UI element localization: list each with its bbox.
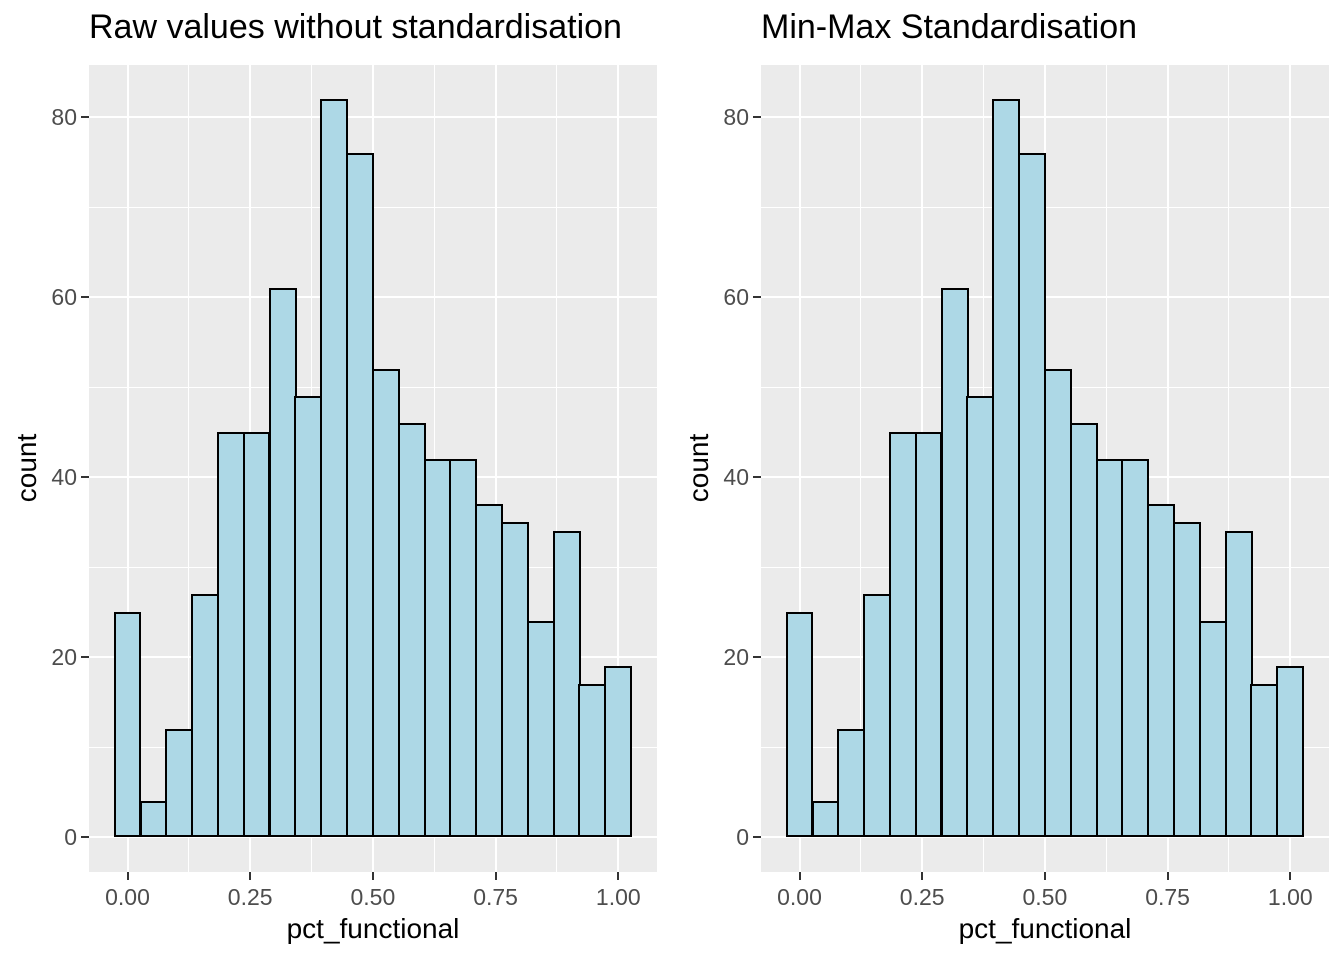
histogram-bar: [1121, 459, 1150, 837]
histogram-bar: [526, 621, 555, 837]
x-tick-label: 0.50: [1022, 884, 1068, 910]
histogram-bar: [371, 369, 400, 837]
histogram-bar: [1069, 423, 1098, 837]
histogram-bar: [475, 504, 504, 837]
y-tick-label: 60: [723, 284, 749, 310]
x-tick-mark: [617, 872, 620, 880]
histogram-bar: [191, 594, 219, 837]
histogram-bar: [811, 801, 840, 837]
gridline-x-major: [494, 65, 497, 872]
y-tick-label: 0: [736, 824, 749, 850]
y-tick-mark: [753, 476, 761, 478]
histogram-bar: [320, 99, 349, 837]
y-tick-label: 0: [64, 824, 77, 850]
y-tick-mark: [753, 116, 761, 118]
y-tick-mark: [81, 296, 89, 298]
gridline-x-minor: [556, 65, 558, 872]
y-tick-mark: [81, 836, 89, 838]
plot-title: Min-Max Standardisation: [761, 8, 1138, 46]
x-tick-label: 1.00: [1267, 884, 1313, 910]
histogram-bar: [1250, 684, 1279, 837]
histogram-bar: [423, 459, 452, 837]
histogram-bar: [500, 522, 529, 837]
histogram-bar: [604, 666, 633, 837]
histogram-bar: [940, 288, 969, 837]
histogram-bar: [165, 729, 193, 837]
y-tick-label: 40: [51, 464, 77, 490]
x-tick-label: 0.25: [899, 884, 945, 910]
histogram-bar: [785, 612, 814, 837]
x-tick-mark: [1043, 872, 1046, 880]
x-tick-mark: [798, 872, 801, 880]
histogram-bar: [1276, 666, 1305, 837]
histogram-bar: [552, 531, 581, 837]
x-tick-label: 0.25: [227, 884, 273, 910]
x-tick-label: 0.50: [350, 884, 396, 910]
histogram-bar: [578, 684, 607, 837]
x-tick-mark: [249, 872, 252, 880]
y-tick-mark: [753, 656, 761, 658]
y-tick-label: 80: [723, 104, 749, 130]
y-tick-mark: [81, 656, 89, 658]
plot-minmax-standardisation: Min-Max Standardisation count 0.00 0.25 0.…: [672, 0, 1344, 960]
x-axis-title: pct_functional: [286, 913, 460, 944]
x-tick-mark: [1289, 872, 1292, 880]
histogram-bar: [268, 288, 297, 837]
gridline-x-minor: [188, 65, 190, 872]
histogram-bar: [294, 396, 323, 837]
y-tick-mark: [753, 296, 761, 298]
histogram-bar: [1018, 153, 1047, 837]
y-tick-label: 20: [723, 644, 749, 670]
x-tick-mark: [371, 872, 374, 880]
y-tick-mark: [81, 116, 89, 118]
histogram-bar: [139, 801, 168, 837]
gridline-x-major: [1166, 65, 1169, 872]
gridline-x-major: [126, 65, 129, 872]
x-tick-mark: [1166, 872, 1169, 880]
x-tick-mark: [126, 872, 129, 880]
histogram-bar: [346, 153, 375, 837]
histogram-bar: [1224, 531, 1253, 837]
gridline-x-major: [617, 65, 620, 872]
plot-title: Raw values without standardisation: [89, 8, 622, 46]
y-tick-label: 60: [51, 284, 77, 310]
x-tick-label: 0.75: [1145, 884, 1190, 910]
plot-raw-values: Raw values without standardisation count…: [11, 8, 657, 944]
histogram-bar: [113, 612, 142, 837]
histogram-bar: [914, 432, 943, 837]
y-tick-mark: [81, 476, 89, 478]
x-tick-label: 1.00: [595, 884, 641, 910]
y-tick-label: 40: [723, 464, 749, 490]
histogram-bar: [449, 459, 478, 837]
histogram-bar: [397, 423, 426, 837]
histogram-bar: [889, 432, 917, 837]
y-tick-mark: [753, 836, 761, 838]
x-tick-mark: [921, 872, 924, 880]
histogram-bar: [242, 432, 271, 837]
x-tick-label: 0.00: [105, 884, 150, 910]
histogram-bar: [1172, 522, 1201, 837]
gridline-x-major: [1289, 65, 1292, 872]
gridline-x-minor: [1228, 65, 1230, 872]
histogram-bar: [966, 396, 995, 837]
y-tick-label: 80: [51, 104, 77, 130]
panel: [761, 65, 1329, 872]
histogram-bar: [1198, 621, 1227, 837]
x-axis-title: pct_functional: [958, 913, 1132, 944]
histogram-bar: [863, 594, 891, 837]
histogram-bar: [1147, 504, 1176, 837]
panel: [89, 65, 657, 872]
histogram-bar: [1095, 459, 1124, 837]
x-tick-label: 0.00: [777, 884, 822, 910]
x-tick-mark: [494, 872, 497, 880]
histogram-bar: [217, 432, 245, 837]
histogram-bar: [992, 99, 1021, 837]
histogram-bar: [837, 729, 865, 837]
gridline-x-minor: [860, 65, 862, 872]
x-tick-label: 0.75: [473, 884, 518, 910]
gridline-x-major: [798, 65, 801, 872]
y-tick-label: 20: [51, 644, 77, 670]
histogram-bar: [1043, 369, 1072, 837]
